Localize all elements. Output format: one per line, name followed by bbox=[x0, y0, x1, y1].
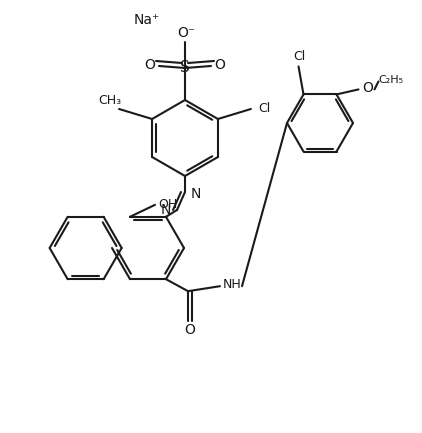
Text: O: O bbox=[184, 323, 195, 337]
Text: CH₃: CH₃ bbox=[98, 94, 122, 107]
Text: Na⁺: Na⁺ bbox=[134, 13, 160, 27]
Text: O: O bbox=[145, 58, 155, 72]
Text: O: O bbox=[214, 58, 225, 72]
Text: OH: OH bbox=[158, 198, 178, 211]
Text: O⁻: O⁻ bbox=[177, 26, 195, 40]
Text: O: O bbox=[362, 81, 373, 95]
Text: S: S bbox=[180, 61, 190, 75]
Text: N: N bbox=[161, 203, 171, 217]
Text: N: N bbox=[191, 187, 201, 201]
Text: NH: NH bbox=[223, 278, 241, 291]
Text: C₂H₅: C₂H₅ bbox=[378, 75, 403, 85]
Text: Cl: Cl bbox=[293, 50, 306, 63]
Text: Cl: Cl bbox=[258, 103, 270, 116]
